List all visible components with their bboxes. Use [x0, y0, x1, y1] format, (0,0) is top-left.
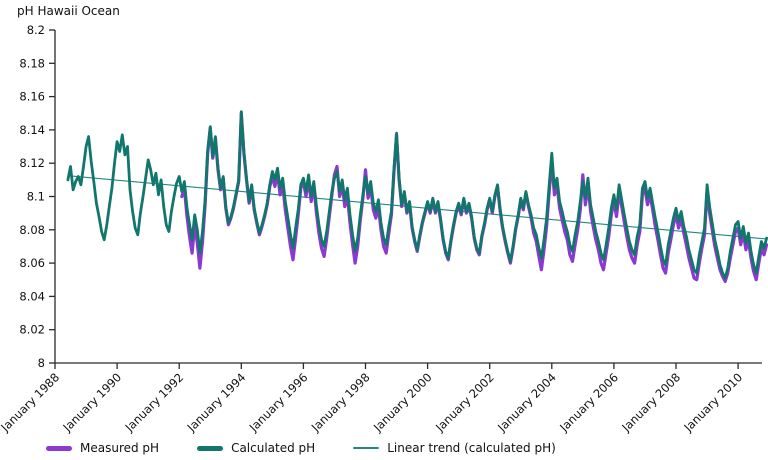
x-axis-tick-label: January 2004 [494, 370, 559, 435]
x-axis-tick-label: January 2010 [680, 370, 745, 435]
chart-title: pH Hawaii Ocean [17, 4, 120, 18]
y-axis-tick-label: 8.08 [19, 223, 45, 237]
legend-label: Linear trend (calculated pH) [387, 441, 556, 455]
y-axis-tick-label: 8.18 [19, 56, 45, 70]
axes [54, 30, 762, 364]
y-axis-tick-label: 8.02 [19, 323, 45, 337]
calculated-ph-swatch [197, 445, 224, 451]
legend: Measured pH Calculated pH Linear trend (… [46, 441, 556, 455]
y-axis-tick-label: 8.2 [27, 23, 45, 37]
x-axis-tick-label: January 1996 [246, 370, 311, 435]
measured-ph-line [180, 111, 768, 283]
y-axis-tick-label: 8.12 [19, 156, 45, 170]
x-axis-tick-label: January 1998 [308, 370, 373, 435]
linear-trend-swatch [353, 447, 380, 449]
x-axis-tick-label: January 2002 [432, 370, 497, 435]
y-axis-tick-label: 8 [38, 356, 45, 370]
y-axis-tick-label: 8.16 [19, 90, 45, 104]
measured-ph-swatch [46, 445, 72, 451]
y-axis-tick-label: 8.14 [19, 123, 45, 137]
y-axis-tick-label: 8.06 [19, 256, 45, 270]
y-axis-tick-label: 8.1 [27, 190, 45, 204]
legend-label: Measured pH [80, 441, 160, 455]
calculated-ph-line [66, 110, 768, 280]
legend-item-calculated-ph: Calculated pH [197, 441, 315, 455]
legend-item-linear-trend: Linear trend (calculated pH) [353, 441, 556, 455]
x-axis-tick-label: January 1992 [122, 370, 187, 435]
x-axis-tick-label: January 2008 [618, 370, 683, 435]
x-axis-tick-label: January 1988 [0, 370, 62, 435]
x-axis-tick-label: January 1990 [59, 370, 124, 435]
legend-label: Calculated pH [231, 441, 316, 455]
legend-item-measured-ph: Measured pH [46, 441, 159, 455]
x-axis-tick-label: January 2006 [556, 370, 621, 435]
x-axis-tick-label: January 1994 [184, 370, 249, 435]
x-axis-tick-label: January 2000 [370, 370, 435, 435]
y-axis-tick-label: 8.04 [19, 289, 45, 303]
